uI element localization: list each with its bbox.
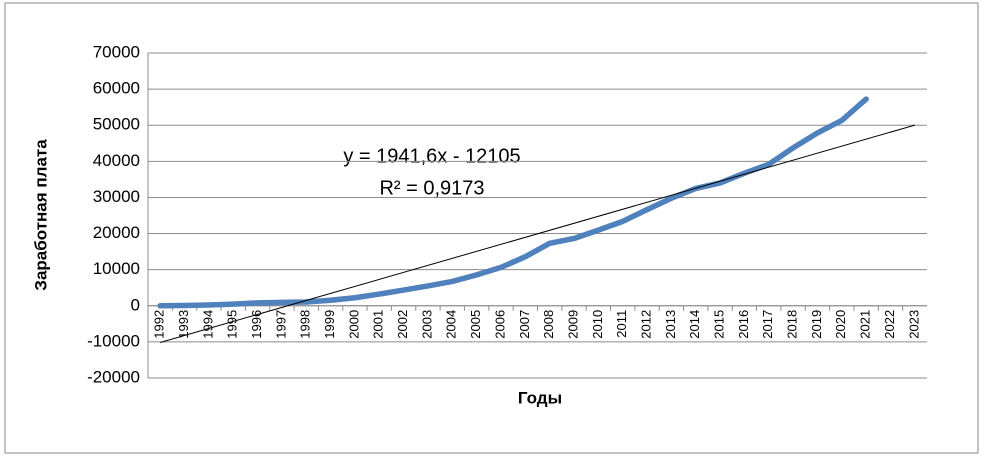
x-tick-label: 1995 xyxy=(225,310,240,339)
y-axis-title: Заработная плата xyxy=(31,139,50,291)
x-tick-label: 2014 xyxy=(687,310,702,339)
x-tick-label: 1992 xyxy=(152,310,167,339)
chart-border xyxy=(4,2,979,454)
trend-line xyxy=(160,124,915,343)
x-tick-label: 2000 xyxy=(346,310,361,339)
y-tick-label: 40000 xyxy=(93,151,140,170)
x-tick-label: 2016 xyxy=(736,310,751,339)
x-tick-label: 2015 xyxy=(712,310,727,339)
y-tick-label: 50000 xyxy=(93,115,140,134)
x-tick-label: 1996 xyxy=(249,310,264,339)
x-tick-label: 2002 xyxy=(395,310,410,339)
x-tick-label: 2022 xyxy=(882,310,897,339)
x-tick-label: 1997 xyxy=(273,310,288,339)
y-tick-label: -20000 xyxy=(87,367,140,386)
x-tick-label: 2007 xyxy=(517,310,532,339)
x-tick-label: 2001 xyxy=(371,310,386,339)
y-tick-label: -10000 xyxy=(87,331,140,350)
x-tick-label: 2018 xyxy=(785,310,800,339)
x-tick-label: 2006 xyxy=(492,310,507,339)
y-tick-label: 0 xyxy=(131,295,140,314)
x-tick-label: 1993 xyxy=(176,310,191,339)
x-tick-label: 2017 xyxy=(760,310,775,339)
trend-equation: y = 1941,6x - 12105 xyxy=(343,145,520,167)
x-tick-label: 2008 xyxy=(541,310,556,339)
x-tick-label: 2021 xyxy=(858,310,873,339)
x-tick-label: 2019 xyxy=(809,310,824,339)
y-tick-label: 10000 xyxy=(93,259,140,278)
x-tick-label: 1994 xyxy=(200,310,215,339)
x-tick-label: 2012 xyxy=(638,310,653,339)
x-tick-label: 2011 xyxy=(614,310,629,338)
x-tick-label: 2005 xyxy=(468,310,483,339)
x-tick-label: 2009 xyxy=(565,310,580,339)
y-tick-label: 20000 xyxy=(93,223,140,242)
trend-r2: R² = 0,9173 xyxy=(379,177,484,199)
x-tick-label: 2023 xyxy=(906,310,921,339)
x-tick-label: 2003 xyxy=(419,310,434,339)
data-line xyxy=(157,96,869,309)
y-tick-label: 70000 xyxy=(93,42,140,61)
x-tick-label: 2010 xyxy=(590,310,605,339)
x-tick-label: 2020 xyxy=(833,310,848,339)
y-tick-label: 60000 xyxy=(93,79,140,98)
x-axis-title: Годы xyxy=(518,388,562,407)
y-tick-label: 30000 xyxy=(93,187,140,206)
x-tick-label: 1999 xyxy=(322,310,337,339)
x-tick-label: 1998 xyxy=(298,310,313,339)
x-tick-label: 2004 xyxy=(444,310,459,339)
x-tick-label: 2013 xyxy=(663,310,678,339)
